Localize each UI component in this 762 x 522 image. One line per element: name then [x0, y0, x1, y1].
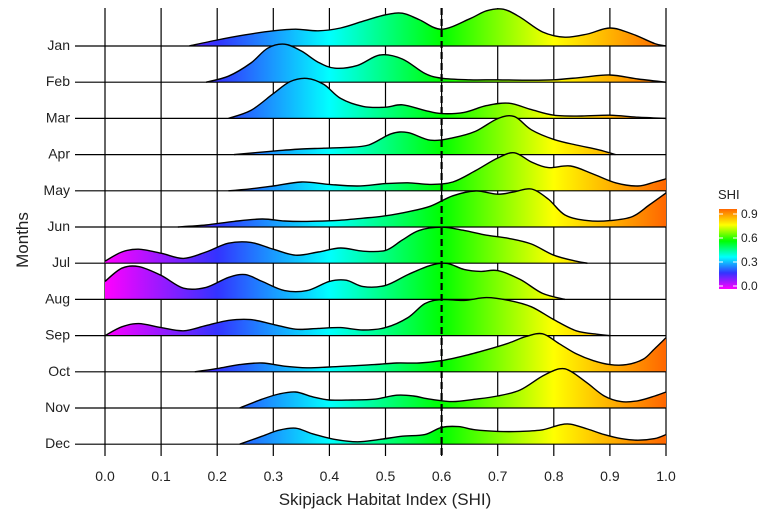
ridge-fill [206, 44, 666, 83]
ridge-outline [104, 262, 566, 301]
ridge-outline [239, 367, 667, 409]
x-tick-label: 0.0 [95, 468, 115, 484]
legend-tick-label: 0.9 [741, 207, 758, 221]
ridge-fill [194, 333, 667, 372]
ridge-outline [177, 188, 667, 228]
ridge-fill [234, 115, 616, 155]
month-label: Dec [45, 435, 70, 451]
ridge-mar [75, 77, 667, 120]
ridge-jan [75, 8, 667, 47]
ridge-aug [75, 262, 666, 301]
legend-title: SHI [718, 187, 740, 202]
ridge-outline [228, 77, 667, 120]
ridge-outline [205, 43, 667, 83]
x-tick-label: 0.8 [544, 468, 564, 484]
month-label: Jul [52, 254, 70, 270]
month-labels: Jan Feb Mar Apr May Jun Jul Aug Sep Oct Nov Dec [44, 37, 71, 451]
ridge-fill [105, 227, 588, 264]
ridge-outline [104, 226, 588, 264]
legend-tick-label: 0.0 [741, 279, 758, 293]
legend-tick-label: 0.3 [741, 255, 758, 269]
x-tick-label: 0.6 [432, 468, 452, 484]
ridge-jul [75, 226, 666, 264]
ridge-fill [177, 188, 666, 227]
color-legend: SHI 0.9 0.6 0.3 0.0 [718, 187, 758, 293]
month-label: Oct [48, 363, 70, 379]
ridge-fill [189, 8, 666, 47]
month-label: Jun [47, 218, 70, 234]
x-tick-label: 0.7 [488, 468, 508, 484]
ridge-sep [75, 296, 666, 337]
ridge-outline [228, 152, 667, 192]
ridge-nov [75, 367, 667, 409]
ridge-fill [228, 152, 666, 191]
x-tick-label: 0.2 [207, 468, 227, 484]
ridge-outline [233, 115, 616, 156]
x-tick-label: 0.1 [151, 468, 171, 484]
ridge-jun [75, 188, 667, 228]
x-axis-title: Skipjack Habitat Index (SHI) [279, 490, 492, 509]
y-axis-title: Months [13, 212, 32, 268]
ridge-fill [228, 78, 666, 119]
x-tick-label: 0.4 [320, 468, 340, 484]
ridge-apr [75, 115, 666, 156]
ridge-fill [105, 297, 610, 336]
ridge-dec [75, 423, 667, 445]
ridge-layer [75, 8, 667, 445]
month-label: Mar [46, 109, 70, 125]
ridge-outline [104, 296, 610, 337]
ridge-fill [239, 423, 666, 445]
ridge-outline [239, 423, 667, 445]
ridge-fill [105, 263, 565, 300]
legend-color-bar [719, 209, 737, 289]
x-tick-label: 0.3 [264, 468, 284, 484]
month-label: Sep [45, 327, 70, 343]
x-tick-label: 0.9 [600, 468, 620, 484]
ridge-oct [75, 332, 667, 373]
ridge-outline [194, 332, 667, 373]
month-label: Nov [45, 399, 70, 415]
legend-tick-label: 0.6 [741, 231, 758, 245]
month-label: Apr [48, 146, 70, 162]
month-label: Aug [45, 290, 70, 306]
month-label: May [44, 182, 70, 198]
ridge-outline [188, 8, 667, 47]
ridge-feb [75, 43, 667, 83]
month-label: Jan [47, 37, 70, 53]
x-tick-label: 0.5 [376, 468, 396, 484]
ridge-fill [239, 368, 666, 408]
ridge-may [75, 152, 667, 192]
x-tick-label: 1.0 [656, 468, 676, 484]
x-tick-labels: 0.0 0.1 0.2 0.3 0.4 0.5 0.6 0.7 0.8 0.9 1.0 [95, 468, 676, 484]
month-label: Feb [46, 73, 70, 89]
